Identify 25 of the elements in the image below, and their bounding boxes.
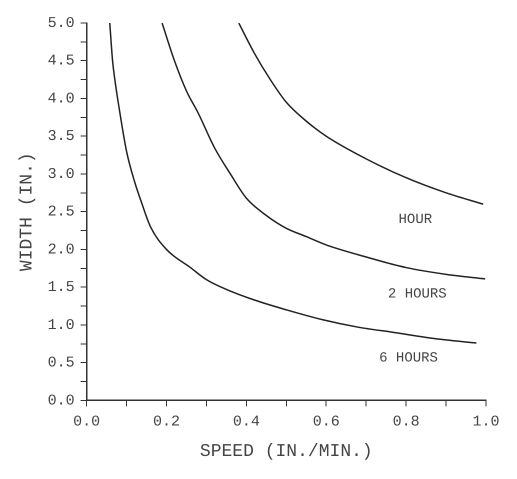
y-tick-label: 2.5 xyxy=(48,204,75,221)
line-series xyxy=(238,23,484,205)
series-label: 6 HOURS xyxy=(379,350,438,367)
y-tick-label: 2.0 xyxy=(48,241,75,258)
y-axis-title: WIDTH (IN.) xyxy=(18,152,38,272)
x-tick-label: 1.0 xyxy=(472,413,500,430)
y-tick-label: 4.0 xyxy=(48,90,75,108)
y-tick-label: 5.0 xyxy=(48,14,75,32)
y-tick-label: 3.0 xyxy=(48,166,75,183)
line-series xyxy=(109,23,478,344)
y-tick-label: 1.0 xyxy=(48,316,75,334)
x-tick-label: 0.2 xyxy=(152,413,180,430)
y-tick-label: 0.0 xyxy=(48,392,75,410)
x-tick-label: 0.4 xyxy=(232,413,260,430)
y-tick-label: 1.5 xyxy=(48,279,75,296)
y-tick-label: 0.5 xyxy=(48,354,75,372)
line-series xyxy=(161,23,486,280)
x-tick-label: 0.8 xyxy=(392,413,420,430)
x-tick-label: 0.6 xyxy=(312,413,340,430)
series-label: 2 HOURS xyxy=(388,286,447,303)
y-tick-label: 4.5 xyxy=(48,52,75,70)
series-label: HOUR xyxy=(398,212,433,228)
x-axis-title: SPEED (IN./MIN.) xyxy=(200,442,373,462)
y-tick-label: 3.5 xyxy=(48,128,75,146)
x-tick-label: 0.0 xyxy=(73,413,100,430)
